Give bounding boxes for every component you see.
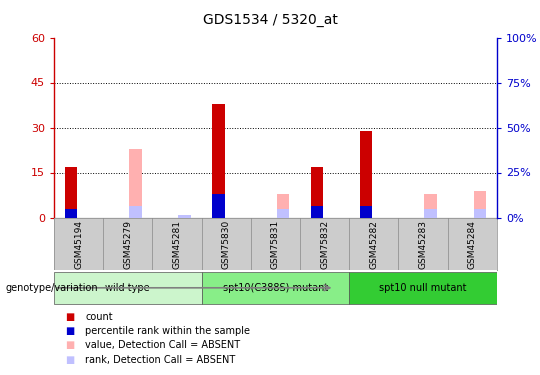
Bar: [201, 272, 349, 304]
Text: percentile rank within the sample: percentile rank within the sample: [85, 326, 251, 336]
Text: GSM45283: GSM45283: [418, 220, 428, 269]
Text: GSM45284: GSM45284: [468, 220, 477, 269]
Text: GSM45279: GSM45279: [123, 220, 132, 269]
Text: GSM45281: GSM45281: [172, 220, 181, 269]
Bar: [65, 209, 77, 218]
Bar: [129, 206, 141, 218]
Bar: [277, 209, 289, 218]
Bar: [212, 104, 225, 218]
Text: ■: ■: [65, 355, 74, 364]
Bar: [474, 209, 486, 218]
Text: wild type: wild type: [105, 283, 150, 293]
Bar: [65, 166, 77, 218]
Bar: [474, 190, 486, 217]
Bar: [212, 194, 225, 217]
Text: spt10(C388S) mutant: spt10(C388S) mutant: [223, 283, 328, 293]
Bar: [360, 206, 372, 218]
Bar: [311, 206, 323, 218]
Text: GSM45282: GSM45282: [369, 220, 379, 269]
Text: count: count: [85, 312, 113, 322]
Text: genotype/variation: genotype/variation: [5, 283, 98, 293]
Text: spt10 null mutant: spt10 null mutant: [379, 283, 467, 293]
Bar: [311, 166, 323, 218]
Text: GSM45194: GSM45194: [74, 220, 83, 269]
Bar: [54, 272, 201, 304]
Text: GDS1534 / 5320_at: GDS1534 / 5320_at: [202, 13, 338, 27]
Bar: [424, 209, 437, 218]
Bar: [129, 148, 141, 217]
Text: ■: ■: [65, 312, 74, 322]
Text: value, Detection Call = ABSENT: value, Detection Call = ABSENT: [85, 340, 240, 350]
Text: rank, Detection Call = ABSENT: rank, Detection Call = ABSENT: [85, 355, 235, 364]
Text: ■: ■: [65, 326, 74, 336]
Bar: [424, 194, 437, 217]
Text: GSM75831: GSM75831: [271, 220, 280, 269]
Bar: [360, 130, 372, 218]
Text: ■: ■: [65, 340, 74, 350]
Text: GSM75832: GSM75832: [320, 220, 329, 269]
Text: GSM75830: GSM75830: [222, 220, 231, 269]
Bar: [277, 194, 289, 217]
Bar: [349, 272, 497, 304]
Bar: [179, 214, 191, 217]
